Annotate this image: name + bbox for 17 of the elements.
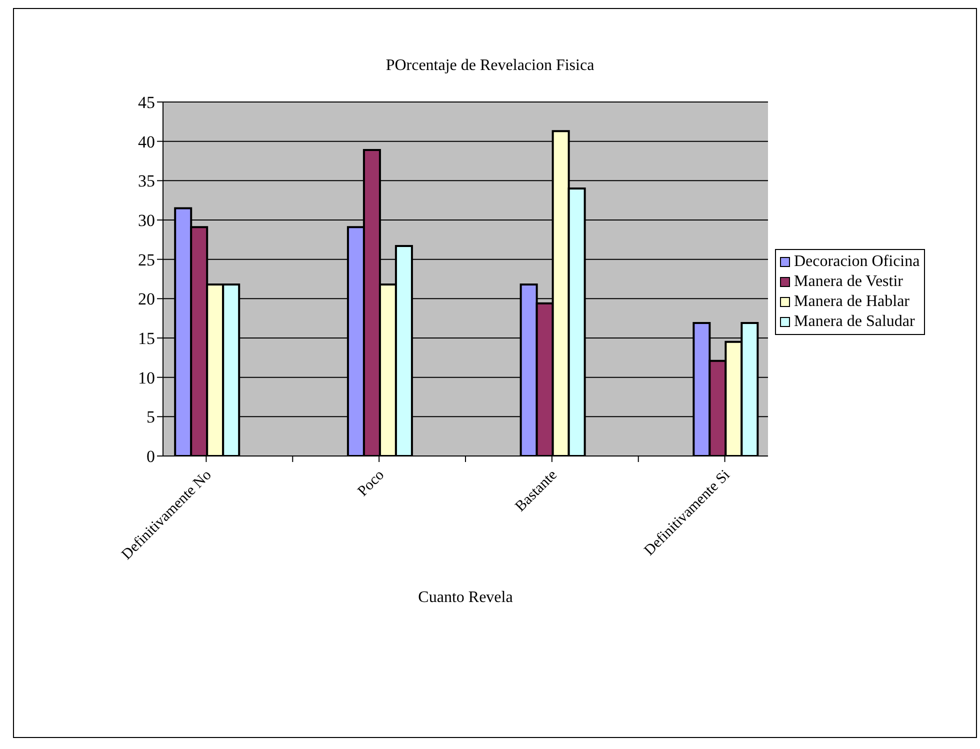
y-tick-label: 45 [138,93,155,112]
legend-label: Manera de Hablar [793,292,910,312]
legend-label: Manera de Saludar [793,312,916,332]
y-tick-label: 5 [146,408,155,427]
y-tick-label: 40 [138,132,155,152]
y-tick-label: 0 [146,447,155,466]
x-tick-label: Poco [355,467,388,500]
y-tick-label: 35 [138,172,155,191]
y-tick-label: 15 [138,329,155,348]
y-tick-label: 20 [138,290,155,309]
y-tick-label: 25 [138,250,155,270]
legend-label: Decoracion Oficina [793,252,920,272]
legend-label: Manera de Vestir [793,272,904,292]
y-tick-label: 10 [138,368,155,388]
x-axis-title: Cuanto Revela [417,589,514,607]
y-tick-label: 30 [138,211,155,230]
chart-title: POrcentaje de Revelacion Fisica [384,57,596,75]
